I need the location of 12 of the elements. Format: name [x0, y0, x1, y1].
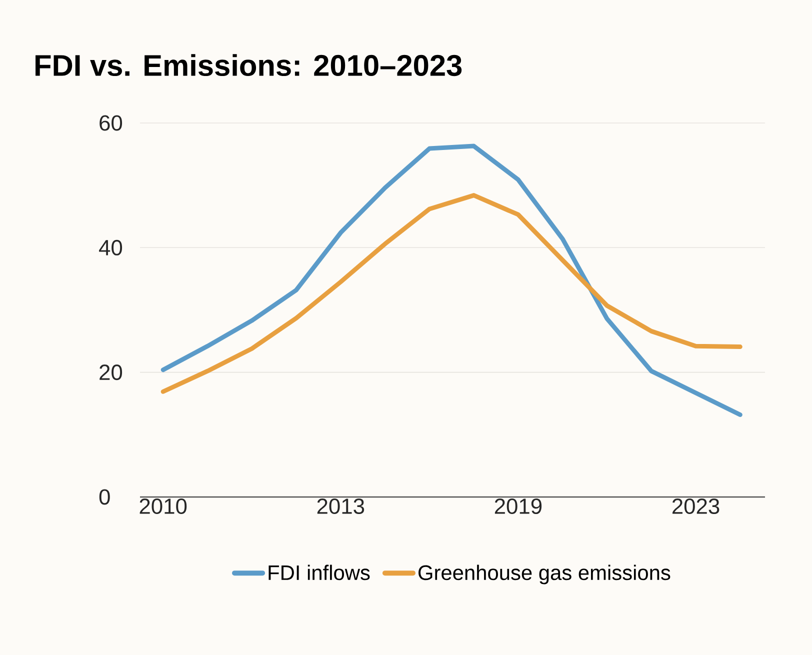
legend-label: FDI inflows: [268, 564, 370, 580]
y-tick-label: 0: [99, 489, 110, 505]
x-tick-label: 2019: [494, 498, 542, 514]
y-tick-label: 60: [100, 115, 122, 131]
x-tick-label: 2013: [317, 498, 364, 514]
x-tick-label: 2023: [672, 498, 720, 514]
y-tick-label: 20: [100, 364, 122, 380]
legend-label: Greenhouse gas emissions: [418, 564, 670, 584]
y-tick-label: 40: [99, 240, 122, 256]
chart-title: FDI vs. Emissions: 2010–2023: [36, 54, 462, 76]
x-tick-label: 2010: [140, 498, 187, 514]
line-series: [160, 193, 742, 394]
